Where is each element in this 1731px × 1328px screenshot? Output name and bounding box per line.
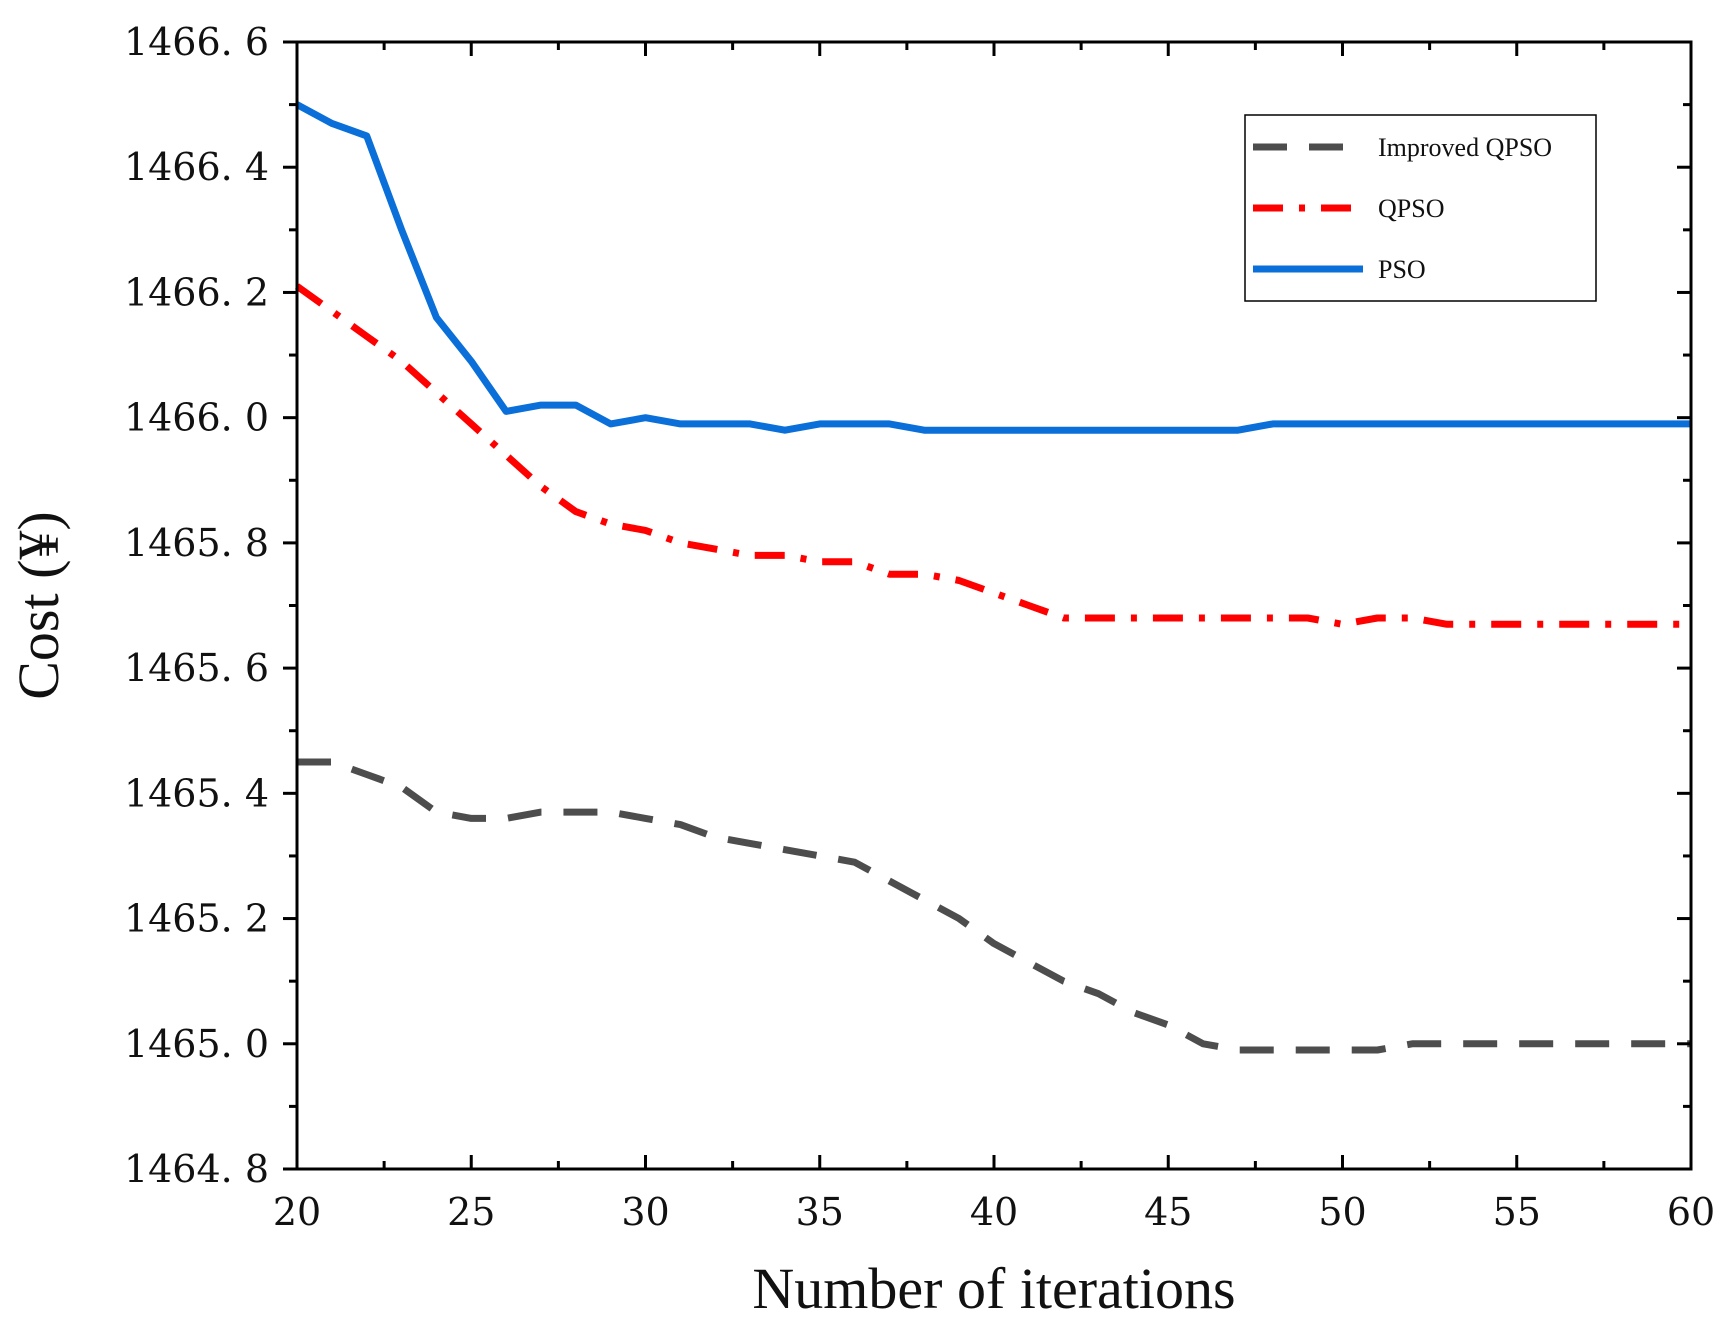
y-tick-label: 1466. 0 [124,396,269,440]
series-line-pso [295,101,1691,434]
x-tick-label: 45 [1144,1190,1192,1234]
y-tick-label: 1466. 4 [124,145,269,189]
x-tick-label: 40 [970,1190,1018,1234]
ticks-layer: 20 25 30 35 40 45 50 55 60 1464. 8 1465. 0 1465. 2 1… [124,20,1715,1234]
y-tick-label: 1465. 4 [124,771,269,815]
y-tick-label: 1466. 6 [124,20,269,64]
series-layer [294,101,1691,1054]
x-tick-label: 50 [1318,1190,1366,1234]
x-tick-label: 20 [273,1190,321,1234]
y-tick-label: 1466. 2 [124,270,269,314]
legend-label: PSO [1378,255,1426,284]
legend: Improved QPSO QPSO PSO [1244,114,1597,302]
x-tick-label: 35 [796,1190,844,1234]
x-tick-label: 55 [1493,1190,1541,1234]
y-tick-label: 1465. 2 [124,897,269,941]
series-line-improved-qpso [297,758,1691,1054]
legend-label: QPSO [1378,194,1444,223]
legend-label: Improved QPSO [1378,133,1552,162]
x-tick-label: 60 [1667,1190,1715,1234]
y-tick-label: 1465. 6 [124,646,269,690]
y-tick-label: 1464. 8 [124,1147,269,1191]
series-line-qpso [294,283,1691,628]
x-axis-title: Number of iterations [752,1256,1235,1321]
y-axis-title: Cost (¥) [6,511,71,700]
y-tick-label: 1465. 0 [124,1022,269,1066]
y-tick-label: 1465. 8 [124,521,269,565]
x-tick-label: 25 [447,1190,495,1234]
x-tick-label: 30 [621,1190,669,1234]
